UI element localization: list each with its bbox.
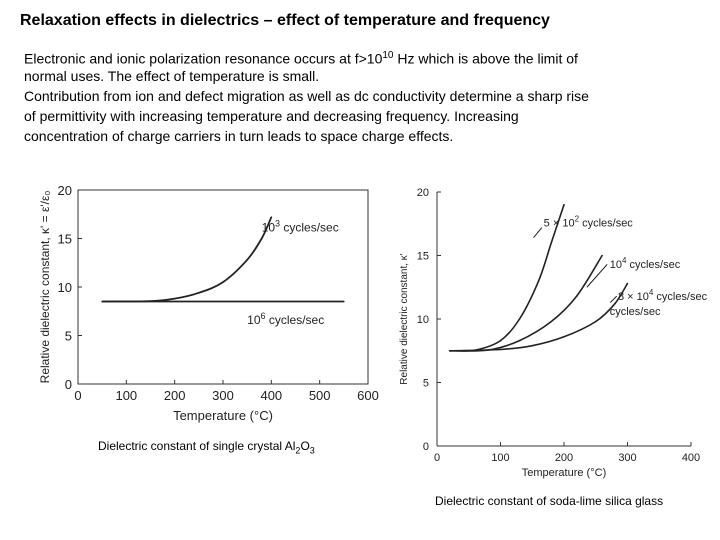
data-point-0: [222, 281, 224, 283]
paragraph-line-5: concentration of charge carriers in turn…: [24, 128, 454, 144]
y-tick-label: 0: [65, 377, 72, 392]
data-point-1: [601, 254, 603, 257]
y-tick-label: 5: [65, 329, 72, 344]
data-point-2: [563, 335, 565, 338]
x-tick-label: 100: [115, 388, 137, 403]
series-label-2b: cycles/sec: [610, 306, 661, 318]
label-arrow-1: [586, 264, 608, 288]
x-tick-label: 100: [491, 452, 509, 464]
series-label-2a: 8 × 104 cycles/sec: [618, 288, 708, 303]
line1-exponent: 10: [382, 50, 394, 61]
line1-text-end: Hz which is above the limit of: [393, 50, 578, 67]
label-arrow-2: [610, 295, 618, 303]
data-point-0: [563, 203, 565, 206]
series-label-1: 104 cycles/sec: [610, 256, 681, 271]
series-label-0: 5 × 102 cycles/sec: [544, 214, 634, 229]
data-point-1: [343, 300, 345, 303]
y-tick-label: 15: [58, 232, 72, 247]
caption-left-o: O: [300, 439, 310, 453]
series-line-2: [449, 282, 629, 352]
x-tick-label: 400: [682, 452, 700, 464]
y-tick-label: 15: [417, 251, 429, 263]
data-point-2: [448, 349, 451, 352]
data-point-1: [101, 300, 103, 303]
data-point-0: [499, 339, 502, 342]
x-tick-label: 400: [260, 388, 282, 403]
series-line-0: [102, 216, 273, 303]
data-point-0: [246, 259, 248, 261]
y-tick-label: 0: [423, 441, 429, 453]
x-tick-label: 200: [555, 452, 573, 464]
paragraph-line-1: Electronic and ionic polarization resona…: [24, 46, 578, 69]
slide-title: Relaxation effects in dielectrics – effe…: [20, 12, 550, 29]
data-point-1: [518, 339, 521, 342]
data-point-0: [270, 216, 273, 218]
x-axis-label: Temperature (°C): [522, 467, 606, 479]
series-line-1: [449, 255, 603, 352]
caption-left-text: Dielectric constant of single crystal Al: [98, 439, 296, 453]
chart-al2o3: 0 100 200 300 400 500 600 0 5 10 15 20 Temperature (…: [38, 183, 379, 423]
x-tick-label: 200: [164, 388, 186, 403]
data-point-2: [626, 282, 629, 285]
y-tick-label: 5: [423, 378, 429, 390]
data-point-0: [260, 237, 263, 240]
plot-frame: [77, 189, 369, 385]
paragraph-line-4: of permittivity with increasing temperat…: [24, 108, 519, 124]
x-tick-label: 0: [74, 388, 81, 403]
data-point-1: [550, 320, 553, 323]
x-tick-label: 300: [212, 388, 234, 403]
chart-soda-lime-glass: 0 100 200 300 400 0 5 10 15 20 Temperature (°C) Rel…: [399, 187, 708, 479]
y-axis-label: Relative dielectric constant, κ' = ε'/ε₀: [38, 191, 52, 384]
data-point-0: [550, 242, 553, 244]
y-tick-label: 20: [58, 183, 72, 198]
data-point-2: [614, 302, 616, 305]
caption-right: Dielectric constant of soda-lime silica …: [435, 494, 664, 508]
y-tick-label: 10: [58, 280, 72, 295]
data-point-2: [499, 348, 502, 351]
y-axis-label: Relative dielectric constant, κ': [399, 253, 410, 385]
paragraph-line-3: Contribution from ion and defect migrati…: [24, 88, 589, 104]
paragraph-line-2: normal uses. The effect of temperature i…: [24, 68, 320, 84]
x-tick-label: 500: [309, 388, 331, 403]
label-arrow-0: [533, 227, 543, 239]
y-tick-label: 20: [417, 187, 429, 199]
x-tick-label: 300: [618, 452, 636, 464]
series-label-0: 103 cycles/sec: [262, 219, 339, 235]
data-point-1: [575, 295, 578, 297]
x-tick-label: 0: [434, 452, 440, 464]
x-tick-label: 600: [357, 388, 379, 403]
data-point-0: [537, 280, 540, 282]
data-point-2: [594, 320, 597, 323]
series-label-1: 106 cycles/sec: [247, 311, 324, 327]
caption-left-sub2: 3: [309, 445, 315, 456]
data-point-0: [518, 318, 521, 320]
line1-text: Electronic and ionic polarization resona…: [24, 50, 383, 67]
caption-left-sub1: 2: [295, 445, 301, 456]
y-tick-label: 10: [417, 314, 429, 326]
x-axis-label: Temperature (°C): [173, 408, 273, 423]
data-point-0: [173, 297, 176, 300]
data-point-2: [531, 344, 534, 347]
data-point-0: [198, 292, 200, 294]
caption-left: Dielectric constant of single crystal Al…: [98, 439, 315, 455]
